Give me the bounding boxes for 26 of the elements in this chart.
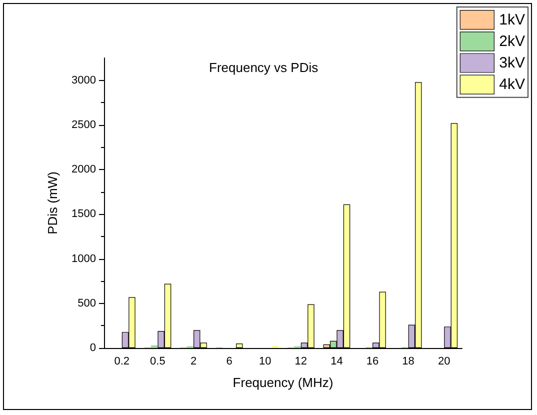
legend-label: 3kV [499, 54, 526, 72]
y-tick-label: 3000 [72, 74, 96, 86]
x-tick-label: 0.2 [114, 356, 130, 368]
chart-title: Frequency vs PDis [209, 60, 319, 75]
x-tick-label: 2 [190, 356, 197, 368]
y-tick-label: 2000 [72, 164, 96, 176]
x-tick-label: 18 [402, 356, 414, 368]
legend-label: 2kV [499, 32, 526, 50]
legend-label: 1kV [499, 11, 526, 28]
y-tick-label: 1500 [72, 208, 96, 220]
bar [150, 345, 158, 348]
x-tick-label: 0.5 [150, 356, 166, 368]
y-tick-label: 500 [78, 297, 96, 310]
y-tick-label: 2500 [72, 118, 96, 131]
x-tick-label: 12 [294, 356, 308, 368]
legend-label: 4kV [499, 76, 526, 94]
x-tick-label: 10 [258, 356, 272, 368]
x-axis-title: Frequency (MHz) [232, 375, 334, 390]
x-tick-label: 20 [438, 356, 450, 368]
bar [272, 345, 279, 348]
y-tick-label: 0 [90, 342, 96, 354]
y-axis-title: PDis (mW) [45, 172, 60, 234]
x-tick-label: 14 [330, 356, 343, 368]
y-tick-label: 1000 [72, 252, 96, 265]
x-tick-label: 6 [226, 356, 232, 368]
x-tick-label: 16 [366, 356, 379, 368]
